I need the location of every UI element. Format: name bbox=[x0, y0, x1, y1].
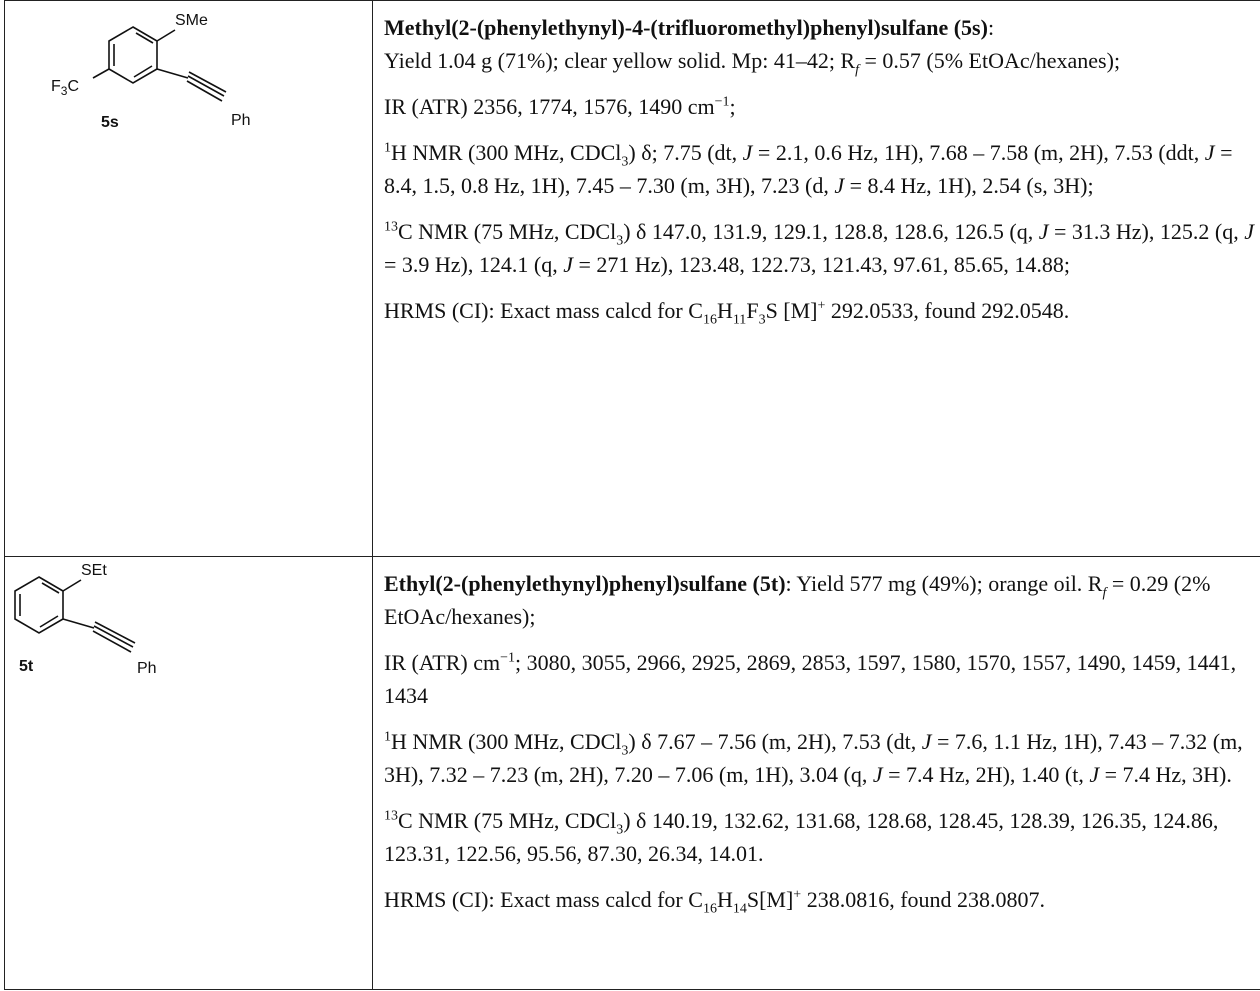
hrms-data: HRMS (CI): Exact mass calcd for C16H14S[… bbox=[384, 887, 1046, 917]
characterization-cell: Methyl(2-(phenylethynyl)-4-(trifluoromet… bbox=[374, 1, 1260, 556]
substituent-label: SEt bbox=[81, 562, 107, 579]
compound-title-paragraph: Ethyl(2-(phenylethynyl)phenyl)sulfane (5… bbox=[384, 571, 1211, 629]
cf3-label: F3C bbox=[51, 78, 79, 98]
compound-name: Ethyl(2-(phenylethynyl)phenyl)sulfane (5… bbox=[384, 571, 786, 596]
characterization-cell: Ethyl(2-(phenylethynyl)phenyl)sulfane (5… bbox=[374, 557, 1260, 989]
structure-cell: SMe F3C 5s Ph bbox=[5, 1, 373, 556]
compound-data-table: SMe F3C 5s Ph Methyl(2-(phenylethynyl)-4… bbox=[4, 0, 1260, 990]
yield-text: Yield 1.04 g (71%); clear yellow solid. … bbox=[384, 48, 856, 73]
compound-name: Methyl(2-(phenylethynyl)-4-(trifluoromet… bbox=[384, 15, 988, 40]
substituent-label: SMe bbox=[175, 12, 208, 29]
compound-title-paragraph: Methyl(2-(phenylethynyl)-4-(trifluoromet… bbox=[384, 15, 1121, 78]
phenyl-label: Ph bbox=[137, 660, 157, 677]
structure-5t-drawing: SEt 5t Ph bbox=[14, 562, 157, 677]
ir-data: IR (ATR) cm−1; 3080, 3055, 2966, 2925, 2… bbox=[384, 650, 1237, 708]
structure-5s-drawing: SMe F3C 5s Ph bbox=[51, 12, 251, 131]
structure-cell: SEt 5t Ph bbox=[5, 557, 373, 989]
yield-text: Yield 577 mg (49%); orange oil. R bbox=[791, 571, 1103, 596]
ir-data: IR (ATR) 2356, 1774, 1576, 1490 cm−1; bbox=[384, 94, 736, 119]
c-nmr-data: 13C NMR (75 MHz, CDCl3) δ 140.19, 132.62… bbox=[384, 808, 1219, 866]
compound-number-label: 5t bbox=[19, 658, 34, 675]
c-nmr-data: 13C NMR (75 MHz, CDCl3) δ 147.0, 131.9, … bbox=[384, 219, 1254, 277]
table-row: SMe F3C 5s Ph Methyl(2-(phenylethynyl)-4… bbox=[5, 1, 1260, 557]
h-nmr-data: 1H NMR (300 MHz, CDCl3) δ 7.67 – 7.56 (m… bbox=[384, 729, 1243, 787]
compound-number-label: 5s bbox=[101, 114, 119, 131]
h-nmr-data: 1H NMR (300 MHz, CDCl3) δ; 7.75 (dt, J =… bbox=[384, 140, 1233, 198]
hrms-data: HRMS (CI): Exact mass calcd for C16H11F3… bbox=[384, 298, 1070, 328]
table-row: SEt 5t Ph Ethyl(2-(phenylethynyl)phenyl)… bbox=[5, 557, 1260, 989]
phenyl-label: Ph bbox=[231, 112, 251, 129]
